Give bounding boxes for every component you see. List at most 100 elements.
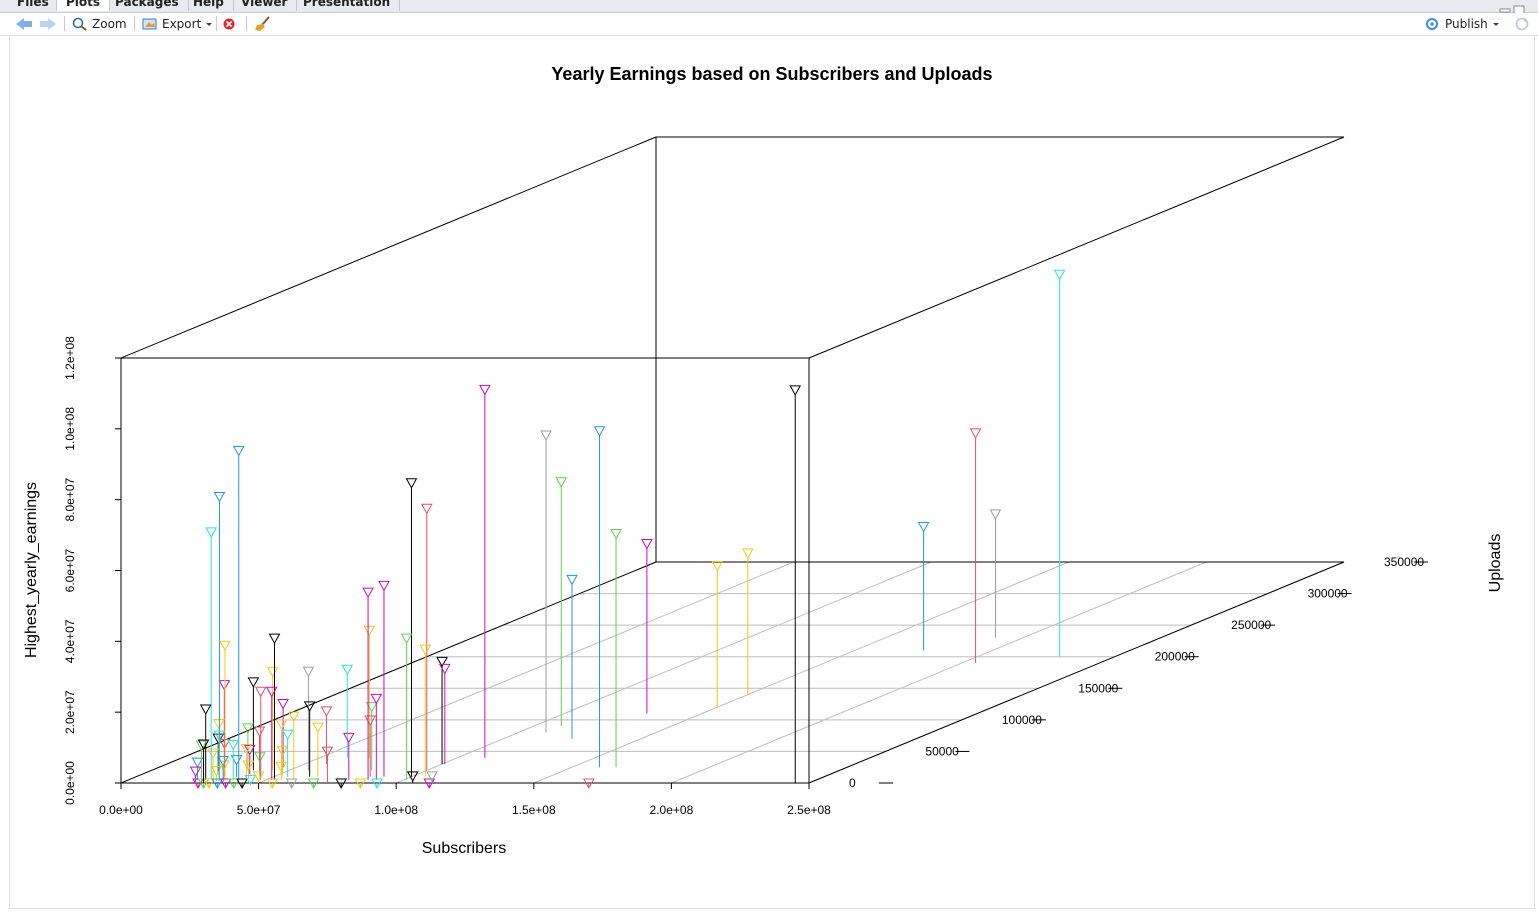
- data-point-marker: [610, 528, 622, 540]
- data-point-marker: [253, 726, 266, 738]
- data-point-marker: [566, 574, 578, 586]
- data-point-marker: [341, 664, 354, 676]
- data-point-marker: [438, 663, 451, 675]
- x-tick-label: 5.0e+07: [237, 803, 281, 817]
- publish-icon: [1426, 18, 1438, 30]
- data-point-marker: [582, 778, 595, 790]
- grid-line: [533, 561, 1069, 784]
- y-tick-label: 300000: [1308, 587, 1348, 601]
- data-point-marker: [189, 766, 202, 778]
- data-point-marker: [354, 778, 367, 790]
- data-point-marker: [243, 744, 256, 756]
- data-point-marker: [479, 384, 491, 396]
- data-point-marker: [969, 428, 982, 439]
- toolbar-divider: [246, 16, 247, 31]
- y-tick-label: 200000: [1155, 650, 1195, 664]
- forward-arrow-icon[interactable]: [38, 16, 58, 32]
- x-tick-label: 1.0e+08: [374, 803, 418, 817]
- data-point-marker: [268, 633, 281, 645]
- data-point-marker: [203, 778, 215, 790]
- x-tick-label: 1.5e+08: [512, 803, 556, 817]
- data-point-marker: [365, 702, 378, 713]
- y-tick-label: 0: [849, 776, 856, 790]
- grid-line: [671, 561, 1207, 784]
- broom-icon: [255, 16, 270, 31]
- tab-plots[interactable]: Plots: [56, 0, 111, 11]
- data-point-marker: [285, 778, 298, 790]
- tab-bar: Files Plots Packages Help Viewer Present…: [0, 0, 1538, 15]
- data-point-marker: [741, 548, 754, 559]
- y-tick-label: 50000: [925, 744, 959, 758]
- data-point-marker: [227, 739, 240, 751]
- data-point-marker: [400, 633, 413, 645]
- export-label: Export: [162, 17, 202, 31]
- data-point-marker: [312, 722, 324, 734]
- data-point-marker: [406, 771, 419, 782]
- data-point-marker: [321, 746, 334, 758]
- data-point-marker: [219, 778, 232, 790]
- z-tick-label: 4.0e+07: [63, 619, 77, 663]
- data-point-marker: [207, 748, 219, 760]
- data-point-marker: [195, 740, 208, 752]
- grid-line: [396, 561, 932, 784]
- data-point-marker: [711, 561, 724, 572]
- data-point-marker: [199, 704, 212, 716]
- y-tick-label: 350000: [1384, 555, 1424, 569]
- publish-label: Publish: [1445, 17, 1488, 31]
- data-point-marker: [276, 746, 289, 757]
- x-axis-label: Subscribers: [422, 840, 506, 857]
- data-point-marker: [426, 771, 438, 782]
- clear-all-plots-button[interactable]: [254, 16, 272, 32]
- x-tick-label: 2.5e+08: [787, 803, 831, 817]
- zoom-label: Zoom: [92, 17, 127, 31]
- refresh-icon[interactable]: [1514, 16, 1530, 32]
- data-point-marker: [342, 732, 355, 744]
- data-point-marker: [277, 698, 289, 710]
- chevron-down-icon: [1492, 23, 1499, 26]
- data-point-marker: [213, 730, 226, 742]
- data-point-marker: [197, 739, 210, 751]
- data-point-marker: [1053, 269, 1066, 281]
- chevron-down-icon: [206, 23, 213, 26]
- y-tick-label: 100000: [1002, 713, 1042, 727]
- tab-packages[interactable]: Packages: [106, 0, 189, 11]
- zoom-button[interactable]: Zoom: [72, 16, 127, 32]
- publish-button[interactable]: Publish: [1425, 16, 1500, 32]
- data-point-marker: [265, 686, 278, 698]
- data-point-marker: [378, 580, 390, 592]
- data-point-marker: [320, 706, 333, 717]
- data-point-marker: [364, 715, 377, 727]
- toolbar-divider: [134, 16, 135, 31]
- remove-plot-button[interactable]: [222, 16, 236, 32]
- data-point-marker: [540, 430, 552, 442]
- plot-viewport: [9, 36, 1535, 909]
- data-point-marker: [335, 778, 348, 790]
- data-point-marker: [242, 760, 255, 772]
- tab-presentation[interactable]: Presentation: [294, 0, 401, 11]
- z-tick-label: 1.2e+08: [63, 336, 77, 380]
- data-point-marker: [641, 539, 653, 550]
- minimize-pane-icon[interactable]: [1499, 8, 1511, 13]
- data-point-marker: [307, 778, 320, 790]
- back-arrow-icon[interactable]: [14, 16, 34, 32]
- data-point-marker: [362, 587, 374, 599]
- toolbar-divider: [216, 16, 217, 31]
- zoom-magnifier-icon: [72, 17, 87, 31]
- data-point-marker: [989, 509, 1002, 520]
- data-point-marker: [219, 640, 231, 652]
- data-point-marker: [555, 477, 568, 488]
- tab-viewer[interactable]: Viewer: [232, 0, 298, 11]
- data-point-marker: [303, 701, 316, 712]
- data-point-marker: [275, 719, 288, 730]
- tab-help[interactable]: Help: [184, 0, 234, 11]
- data-point-marker: [253, 752, 266, 763]
- data-point-marker: [363, 625, 376, 637]
- data-point-marker: [212, 733, 225, 745]
- data-point-marker: [266, 778, 279, 790]
- plot-box: [120, 136, 1345, 784]
- chart-title: Yearly Earnings based on Subscribers and…: [551, 64, 992, 84]
- data-point-marker: [252, 771, 265, 782]
- data-point-marker: [266, 666, 279, 678]
- export-menu-button[interactable]: Export: [142, 16, 213, 32]
- data-point-marker: [405, 478, 418, 489]
